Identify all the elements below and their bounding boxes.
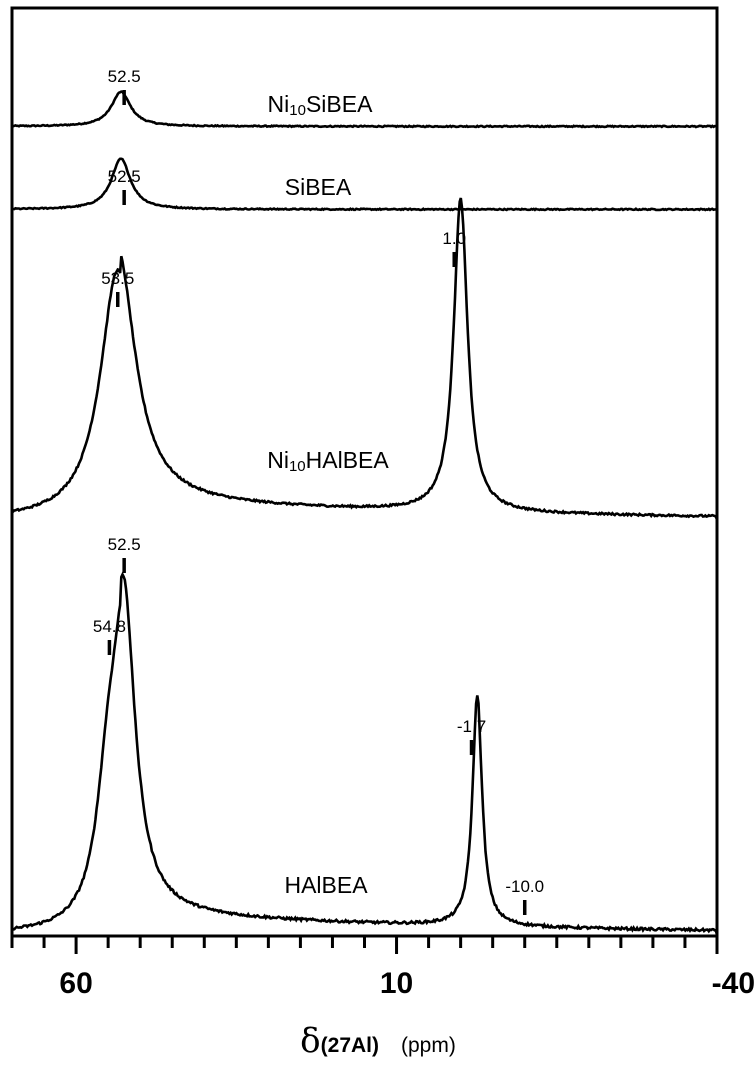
spectrum-line-2 <box>11 157 718 212</box>
x-tick-label-2: 10 <box>380 967 413 1000</box>
x-axis-nucleus: (27Al) <box>321 1034 379 1057</box>
x-axis-unit: (ppm) <box>401 1034 456 1057</box>
spectrum-line-4 <box>10 571 719 936</box>
x-tick-label-3: -40 <box>712 967 755 1000</box>
spectra-group <box>10 90 719 936</box>
peak-label-1-1: 52.5 <box>108 67 141 86</box>
x-tick-label-1: 60 <box>59 967 92 1000</box>
peak-label-3-1: 53.5 <box>101 269 134 288</box>
x-axis-ticks: 60 10 -40 <box>10 936 755 1000</box>
peak-label-2-1: 52.5 <box>108 167 141 186</box>
peak-label-4-3: -1.7 <box>457 717 486 736</box>
peak-label-4-1: 52.5 <box>108 535 141 554</box>
series-label-3: Ni10HAlBEA <box>267 447 389 475</box>
peak-annotations: 52.5 52.5 53.5 1.0 52.5 54.8 -1.7 -10.0 <box>93 67 544 915</box>
spectrum-line-3 <box>11 197 719 520</box>
series-labels: Ni10SiBEA SiBEA Ni10HAlBEA HAlBEA <box>267 91 389 898</box>
x-axis-symbol: δ <box>300 1021 320 1061</box>
peak-label-3-2: 1.0 <box>442 229 466 248</box>
spectrum-line-1 <box>11 90 718 129</box>
series-label-2: SiBEA <box>285 174 352 200</box>
x-axis-label: δ(27Al) (ppm) <box>300 1021 456 1061</box>
peak-label-4-4: -10.0 <box>505 877 544 896</box>
series-label-1: Ni10SiBEA <box>268 91 374 119</box>
peak-label-4-2: 54.8 <box>93 617 126 636</box>
series-label-4: HAlBEA <box>284 872 368 898</box>
